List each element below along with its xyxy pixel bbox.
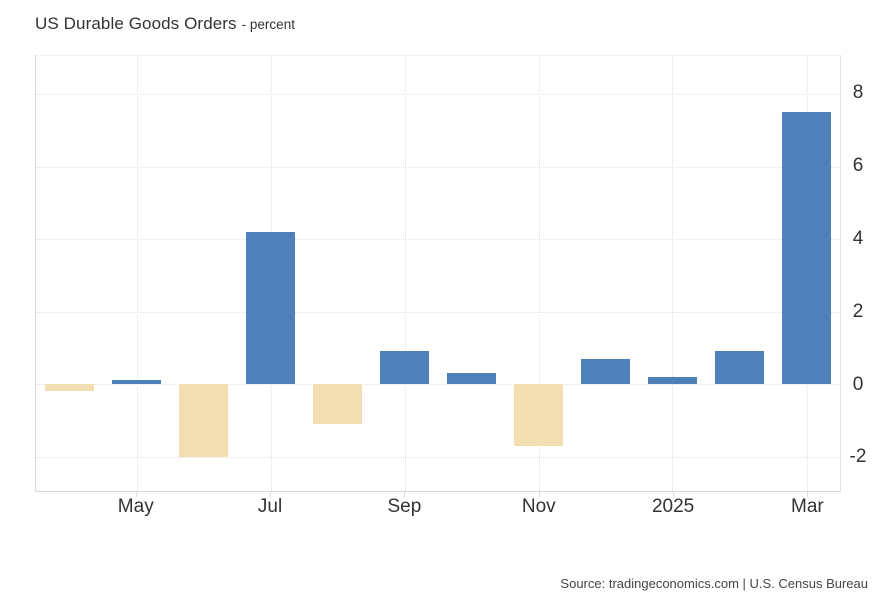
bar-may-2024[interactable] [111,380,162,385]
bar-jun-2024[interactable] [178,384,229,457]
plot-area[interactable] [35,55,841,492]
vertical-gridline-2025 [672,56,674,491]
x-axis-label-mar: Mar [791,496,824,517]
x-axis-tick-2025 [673,492,675,497]
bar-aug-2024[interactable] [312,384,363,424]
bar-jul-2024[interactable] [245,231,296,385]
bar-feb-2025[interactable] [714,351,765,385]
chart-title: US Durable Goods Orders [35,14,237,33]
x-axis-tick-may [135,492,137,497]
x-axis-label-sep: Sep [387,496,422,517]
bar-jan-2025[interactable] [647,376,698,385]
y-axis-label-2: 2 [852,300,864,322]
y-axis-label-6: 6 [852,155,864,177]
x-axis-label-2025: 2025 [651,496,695,517]
horizontal-gridline--2 [36,456,840,458]
y-axis-label--2: -2 [849,446,867,468]
horizontal-gridline-2 [36,311,840,313]
horizontal-gridline-4 [36,239,840,241]
horizontal-gridline-8 [36,94,840,96]
y-axis-label-4: 4 [852,227,864,249]
bar-sep-2024[interactable] [379,351,430,385]
vertical-gridline-may [136,56,138,491]
bar-oct-2024[interactable] [446,373,497,385]
y-axis-label-0: 0 [852,373,864,395]
x-axis-tick-mar [807,492,809,497]
vertical-gridline-nov [538,56,540,491]
vertical-gridline-sep [404,56,406,491]
y-axis-label-8: 8 [852,82,864,104]
bar-mar-2025[interactable] [781,112,832,385]
x-axis-label-jul: Jul [257,496,283,517]
horizontal-gridline-0 [36,384,840,386]
bar-apr-2024[interactable] [44,384,95,392]
x-axis-label-nov: Nov [521,496,556,517]
x-axis-tick-nov [538,492,540,497]
x-axis-label-may: May [117,496,154,517]
source-attribution: Source: tradingeconomics.com | U.S. Cens… [560,576,868,591]
x-axis-tick-sep [404,492,406,497]
x-axis-tick-jul [270,492,272,497]
chart-subtitle: - percent [241,17,295,32]
bar-nov-2024[interactable] [513,384,564,446]
bar-dec-2024[interactable] [580,358,631,385]
horizontal-gridline-6 [36,166,840,168]
chart-header: US Durable Goods Orders - percent [35,14,295,34]
